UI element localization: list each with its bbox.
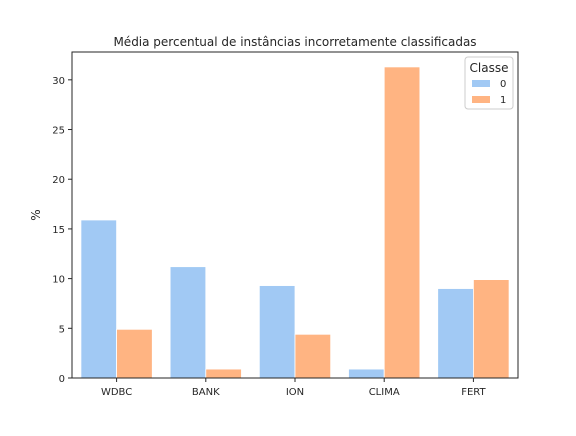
y-tick-label: 0 (59, 374, 65, 385)
x-axis: WDBC BANK ION CLIMA FERT (101, 378, 486, 398)
y-axis: 0 5 10 15 20 25 30 (52, 76, 72, 385)
bar-wdbc-classe-1 (116, 328, 153, 379)
bar-wdbc-classe-0 (80, 219, 117, 379)
legend-title: Classe (470, 61, 509, 75)
plot-frame (71, 51, 519, 379)
x-tick-label: ION (286, 387, 304, 398)
bars-group (80, 66, 510, 379)
x-tick-label: FERT (461, 387, 486, 398)
legend-swatch-1 (472, 96, 490, 103)
y-axis-label: % (29, 209, 43, 220)
x-tick-label: WDBC (101, 387, 132, 398)
legend-label-0: 0 (500, 79, 506, 90)
chart-title: Média percentual de instâncias incorreta… (113, 35, 476, 49)
y-tick-label: 20 (52, 175, 65, 186)
bar-fert-classe-0 (437, 288, 474, 379)
x-tick-label: BANK (192, 387, 220, 398)
legend-swatch-0 (472, 80, 490, 87)
bar-bank-classe-1 (205, 368, 242, 379)
y-tick-label: 25 (52, 126, 65, 137)
y-tick-label: 30 (52, 76, 65, 87)
y-tick-label: 10 (52, 275, 65, 286)
bar-ion-classe-0 (258, 285, 296, 379)
x-tick-label: CLIMA (369, 387, 400, 398)
bar-ion-classe-1 (294, 333, 332, 379)
bar-clima-classe-0 (348, 368, 385, 379)
legend: Classe 0 1 (464, 56, 514, 110)
y-tick-label: 15 (52, 225, 65, 236)
legend-label-1: 1 (500, 95, 506, 106)
bar-bank-classe-0 (169, 266, 207, 379)
y-tick-label: 5 (59, 324, 65, 335)
bar-clima-classe-1 (383, 66, 421, 379)
bar-fert-classe-1 (472, 279, 510, 379)
